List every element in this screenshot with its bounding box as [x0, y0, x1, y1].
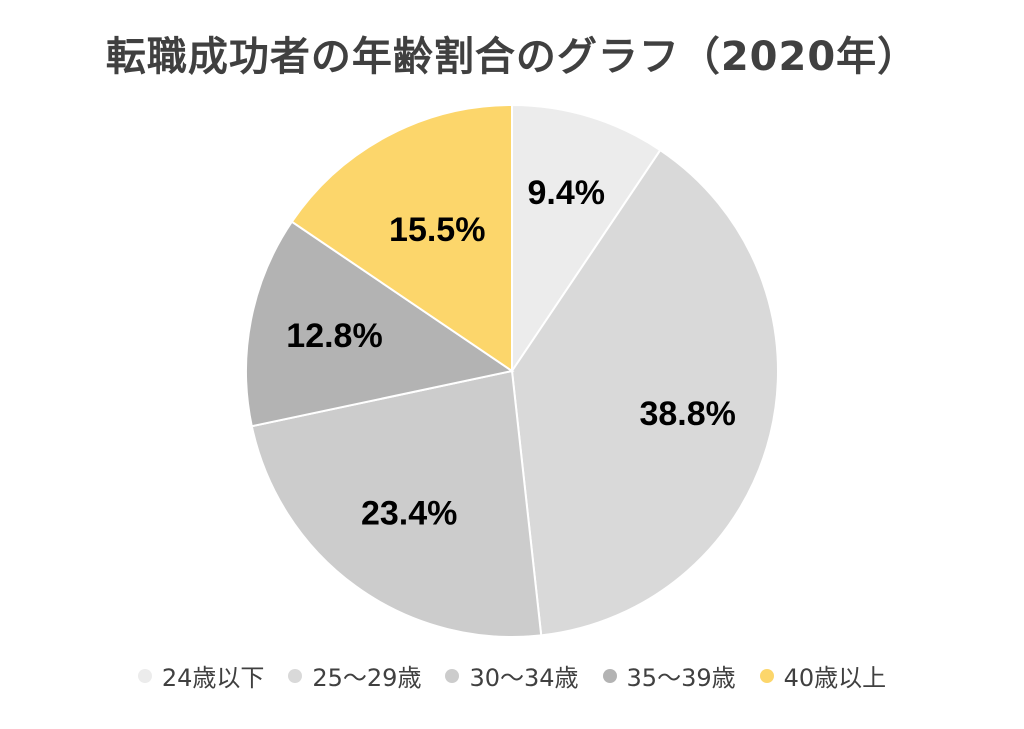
pie-slice-3	[250, 369, 543, 638]
legend-label: 40歳以上	[783, 664, 887, 692]
legend-marker	[602, 668, 617, 683]
legend-item-3: 30〜34歳	[445, 658, 579, 693]
legend-label: 35〜39歳	[626, 664, 736, 692]
legend: 24歳以下 25〜29歳 30〜34歳 35〜39歳 40歳以上	[0, 658, 1024, 693]
data-label-5: 15.5%	[389, 211, 485, 249]
legend-item-2: 25〜29歳	[288, 658, 421, 693]
legend-label: 25〜29歳	[312, 664, 422, 692]
legend-marker	[288, 668, 303, 683]
legend-label: 30〜34歳	[469, 664, 579, 692]
pie-slices	[245, 103, 779, 638]
data-label-1: 9.4%	[527, 174, 605, 212]
legend-item-4: 35〜39歳	[602, 658, 736, 693]
data-label-3: 23.4%	[361, 494, 457, 532]
pie-slice-4	[245, 220, 515, 428]
legend-item-5: 40歳以上	[759, 658, 887, 693]
pie-slice-1	[511, 103, 662, 375]
data-label-2: 38.8%	[639, 395, 735, 433]
legend-marker	[137, 668, 152, 683]
legend-label: 24歳以下	[161, 664, 265, 692]
legend-marker	[759, 668, 774, 683]
pie-slice-5	[290, 103, 513, 373]
legend-item-1: 24歳以下	[137, 658, 265, 693]
pie-labels: 9.4% 38.8% 23.4% 12.8% 15.5%	[286, 174, 736, 532]
chart-title: 転職成功者の年齢割合のグラフ（2020年）	[105, 34, 919, 80]
legend-marker	[445, 668, 460, 683]
pie-slice-2	[510, 148, 779, 637]
data-label-4: 12.8%	[286, 317, 382, 355]
